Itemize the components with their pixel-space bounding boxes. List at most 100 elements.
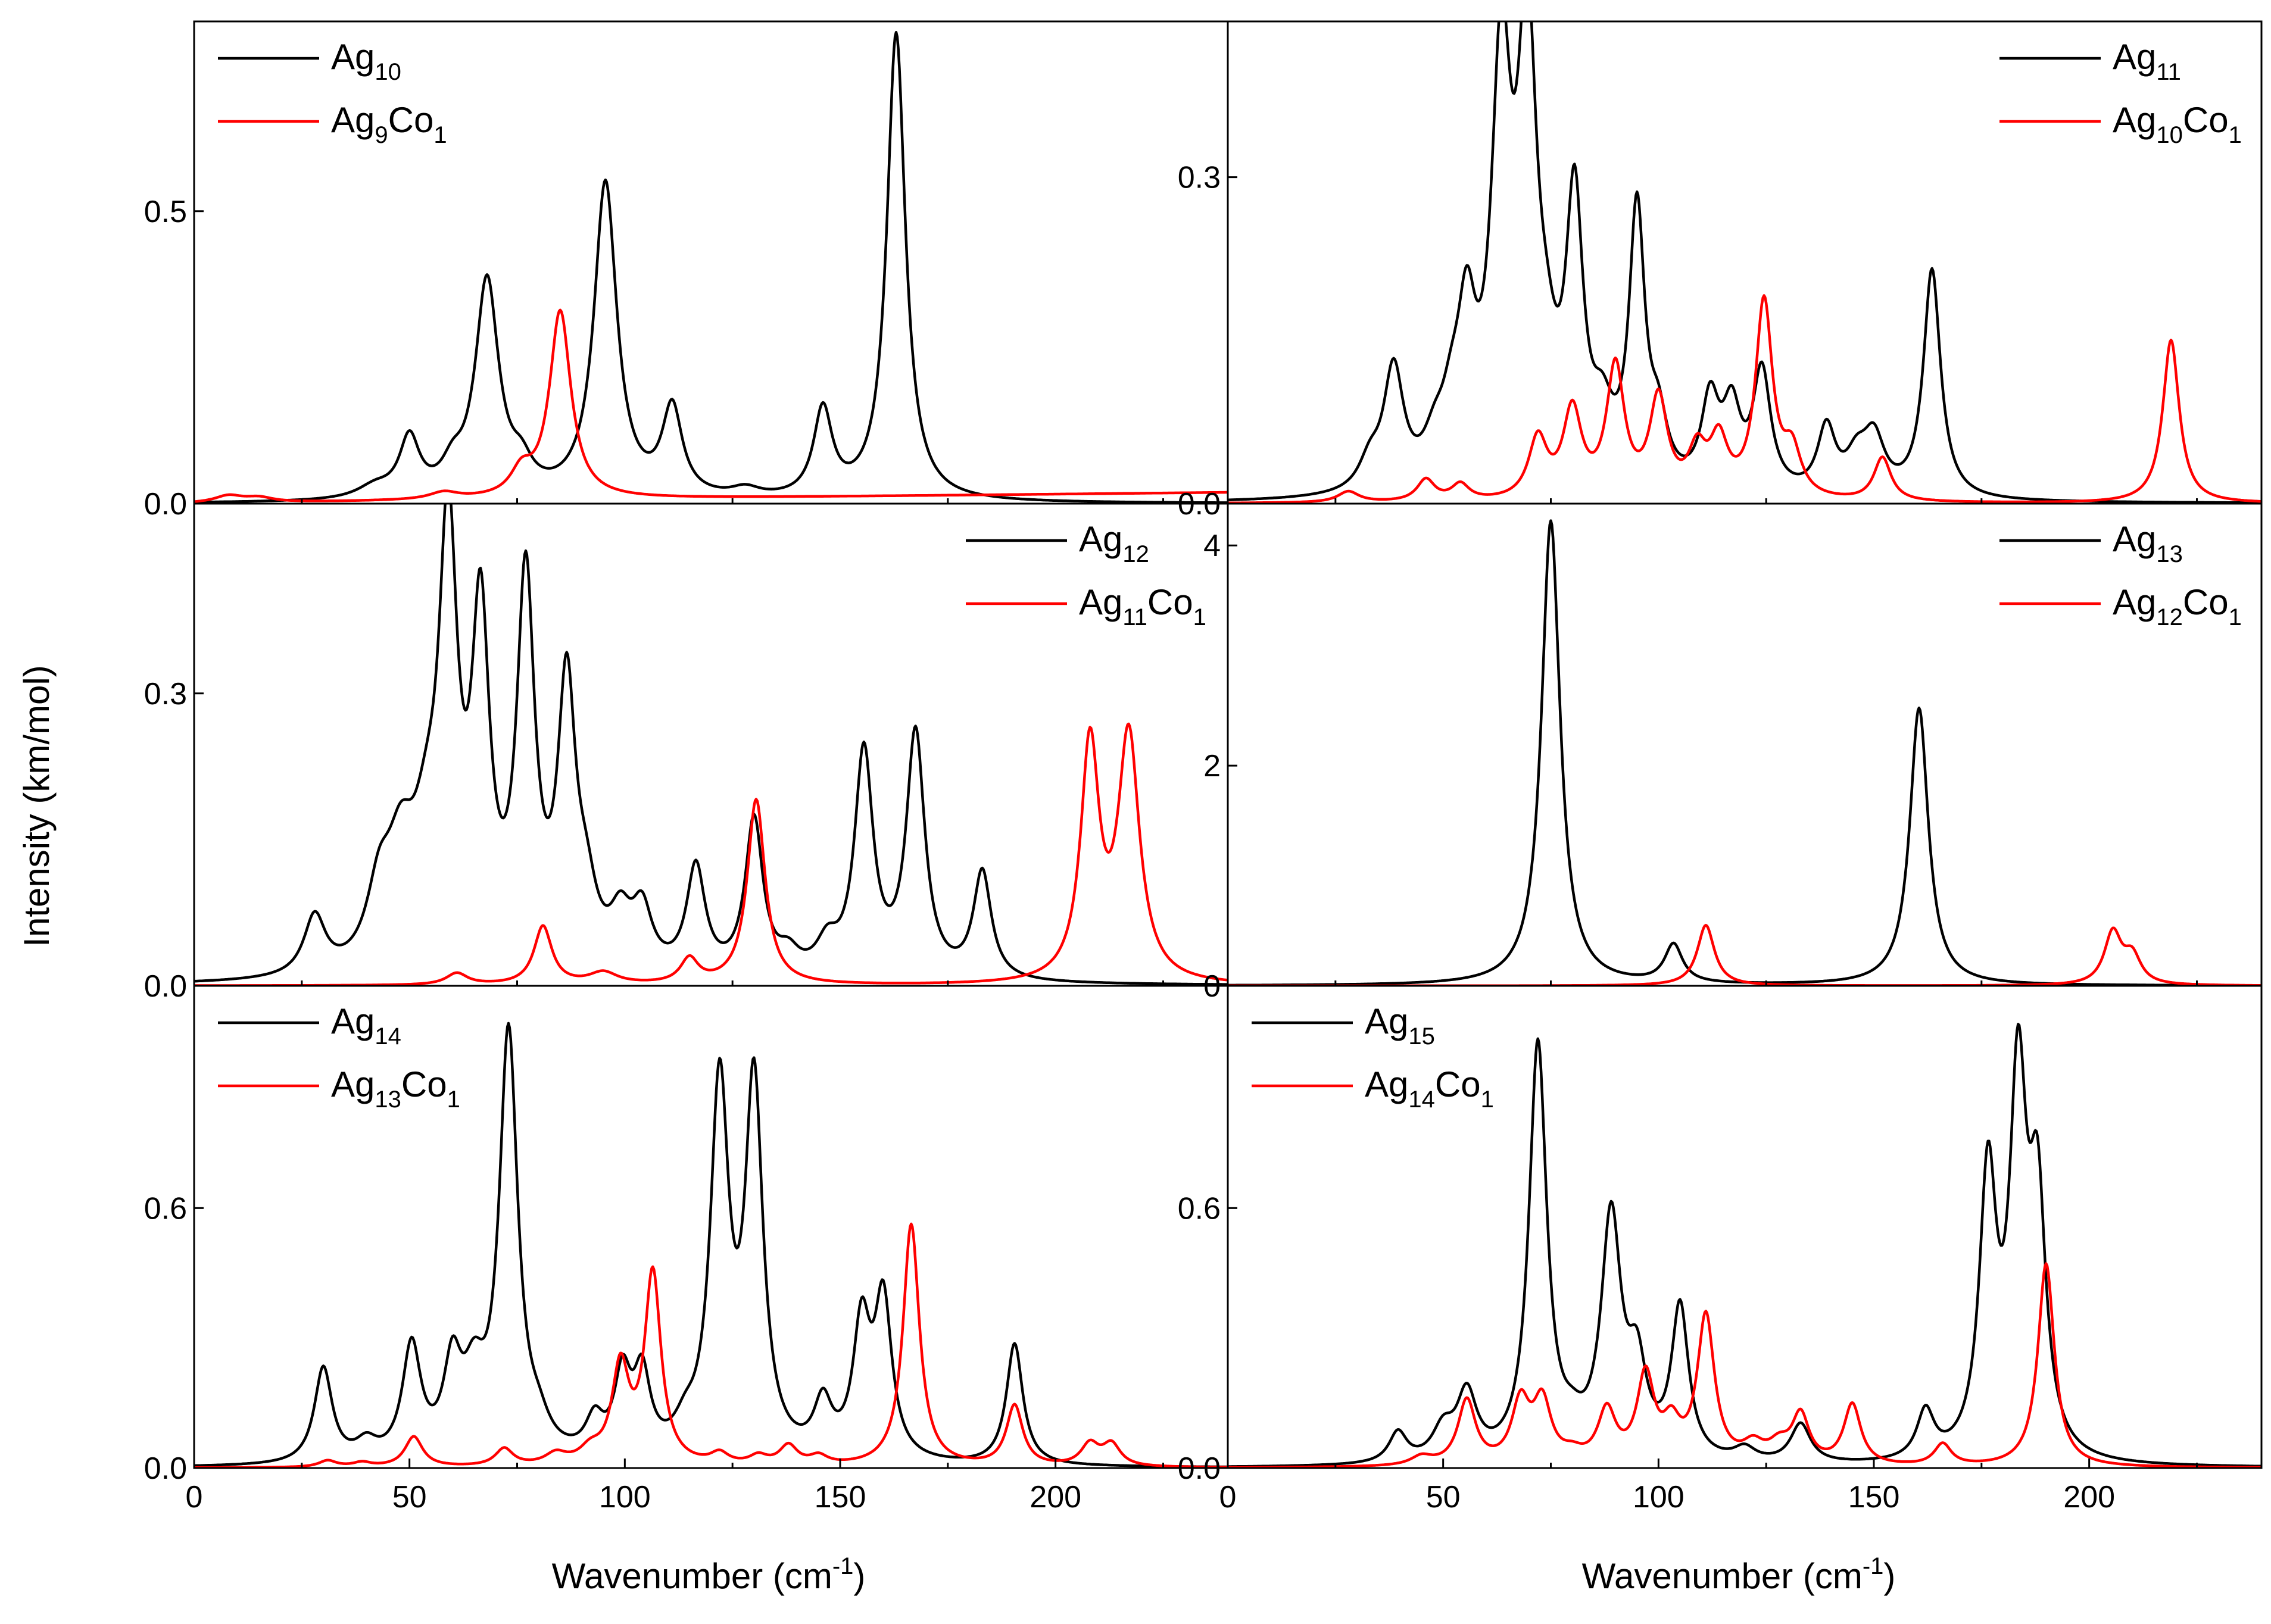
- x-tick-label: 200: [1030, 1480, 1081, 1514]
- legend-label-main2: Co: [2183, 100, 2229, 140]
- y-tick-label: 0.3: [1178, 161, 1221, 195]
- legend-label-main: Ag: [1365, 1001, 1408, 1041]
- x-axis-title-right-base: Wavenumber (cm: [1582, 1556, 1863, 1596]
- legend-label-sub: 14: [375, 1023, 401, 1050]
- legend-label-main2: Co: [1147, 582, 1193, 622]
- legend-label-main: Ag: [331, 100, 375, 140]
- legend-label-sub2: 1: [2229, 604, 2242, 630]
- legend-label-ag12co1: Ag12Co1: [2113, 582, 2242, 630]
- legend-label-sub: 15: [1408, 1023, 1435, 1050]
- x-axis-title-right-end: ): [1883, 1556, 1895, 1596]
- series-line-ag10co1: [1228, 294, 2261, 504]
- x-tick-label: 200: [2063, 1480, 2115, 1514]
- plot-frame: [1227, 20, 2263, 505]
- x-tick-label: 0: [186, 1480, 203, 1514]
- x-tick-label: 100: [599, 1480, 651, 1514]
- series-line-ag11co1: [194, 722, 1228, 986]
- legend-label-sub: 9: [375, 122, 388, 148]
- legend-label-main2: Co: [1435, 1064, 1481, 1104]
- legend-label-sub2: 1: [1193, 604, 1206, 630]
- y-tick-label: 0.6: [144, 1191, 187, 1226]
- legend-label-ag15: Ag15: [1365, 1001, 1435, 1050]
- x-tick-label: 100: [1633, 1480, 1684, 1514]
- legend-label-main2: Co: [2183, 582, 2229, 622]
- y-tick-label: 0.5: [144, 195, 187, 229]
- x-tick-label: 150: [815, 1480, 866, 1514]
- legend-label-sub: 12: [2156, 604, 2183, 630]
- legend-label-sub: 12: [1122, 541, 1149, 567]
- legend-label-main: Ag: [1365, 1064, 1408, 1104]
- x-axis-title-left-base: Wavenumber (cm: [552, 1556, 832, 1596]
- legend-label-main: Ag: [1079, 582, 1122, 622]
- legend-label-sub: 14: [1408, 1086, 1435, 1113]
- legend-label-main: Ag: [2113, 100, 2156, 140]
- y-tick-label: 0.0: [144, 1451, 187, 1486]
- legend-label-main: Ag: [331, 1064, 375, 1104]
- legend-label-sub: 13: [2156, 541, 2183, 567]
- chart-panel-top-left: 0.0 0.5 Ag10 Ag9Co1: [144, 20, 1229, 521]
- legend: Ag10 Ag9Co1: [218, 37, 447, 148]
- panels-group: 0.00.5Ag10Ag9Co10.00.3Ag11Ag10Co10.00.3A…: [144, 20, 2263, 1514]
- series-line-ag11: [1228, 21, 2261, 504]
- legend-label-sub: 11: [1122, 604, 1147, 630]
- legend-label-sub: 10: [375, 59, 401, 85]
- legend-label-main: Ag: [331, 1001, 375, 1041]
- plot-frame: [1227, 985, 2263, 1469]
- y-tick-label: 0.0: [144, 969, 187, 1004]
- legend-label-ag14co1: Ag14Co1: [1365, 1064, 1494, 1113]
- x-axis-title-left-sup: -1: [832, 1553, 854, 1579]
- legend-label-sub2: 1: [1481, 1086, 1494, 1113]
- legend: Ag13 Ag12Co1: [1999, 519, 2242, 630]
- plot-frame: [193, 502, 1229, 987]
- series-line-ag12co1: [1228, 923, 2261, 986]
- y-tick-label: 0.3: [144, 677, 187, 711]
- legend-label-ag13co1: Ag13Co1: [331, 1064, 460, 1113]
- legend-label-main: Ag: [1079, 519, 1122, 559]
- plot-frame: [193, 20, 1229, 505]
- series-line-ag12: [194, 504, 1228, 986]
- legend-label-sub2: 1: [2229, 122, 2242, 148]
- y-tick-label: 0.0: [1178, 1451, 1221, 1486]
- legend-label-ag10co1: Ag10Co1: [2113, 100, 2242, 148]
- legend-label-sub: 13: [375, 1086, 401, 1113]
- legend-label-ag13: Ag13: [2113, 519, 2183, 567]
- legend-label-sub: 10: [2156, 122, 2183, 148]
- legend-label-sub2: 1: [447, 1086, 460, 1113]
- series-line-ag9co1: [194, 308, 1228, 503]
- legend-label-main: Ag: [2113, 37, 2156, 77]
- legend-label-ag14: Ag14: [331, 1001, 401, 1050]
- legend-label-main2: Co: [401, 1064, 447, 1104]
- legend-label-sub: 11: [2156, 59, 2181, 85]
- legend-label-ag11co1: Ag11Co1: [1079, 582, 1206, 630]
- x-tick-label: 0: [1219, 1480, 1237, 1514]
- series-line-ag13co1: [194, 1222, 1228, 1468]
- y-tick-label: 0.6: [1178, 1191, 1221, 1226]
- legend-label-sub2: 1: [433, 122, 447, 148]
- series-line-ag10: [194, 30, 1228, 504]
- x-axis-title-right-sup: -1: [1863, 1553, 1884, 1579]
- legend-label-ag9co1: Ag9Co1: [331, 100, 447, 148]
- y-tick-label: 2: [1203, 749, 1221, 783]
- y-tick-label: 4: [1203, 529, 1221, 563]
- x-tick-label: 50: [392, 1480, 427, 1514]
- x-axis-title-left: Wavenumber (cm-1): [552, 1553, 866, 1596]
- series-line-ag14co1: [1228, 1262, 2261, 1468]
- plot-frame: [1227, 502, 2263, 987]
- legend-label-ag12: Ag12: [1079, 519, 1149, 567]
- series-line-ag15: [1228, 1023, 2261, 1468]
- legend-label-main: Ag: [331, 37, 375, 77]
- legend-label-ag10: Ag10: [331, 37, 401, 85]
- legend-label-main: Ag: [2113, 582, 2156, 622]
- x-axis-title-left-end: ): [853, 1556, 865, 1596]
- y-tick-label: 0.0: [144, 487, 187, 521]
